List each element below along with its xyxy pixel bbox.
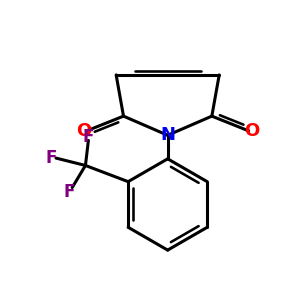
Text: F: F [46, 149, 57, 167]
Text: O: O [76, 122, 92, 140]
Text: N: N [160, 126, 175, 144]
Text: F: F [83, 128, 94, 146]
Text: O: O [244, 122, 259, 140]
Text: F: F [64, 183, 75, 201]
